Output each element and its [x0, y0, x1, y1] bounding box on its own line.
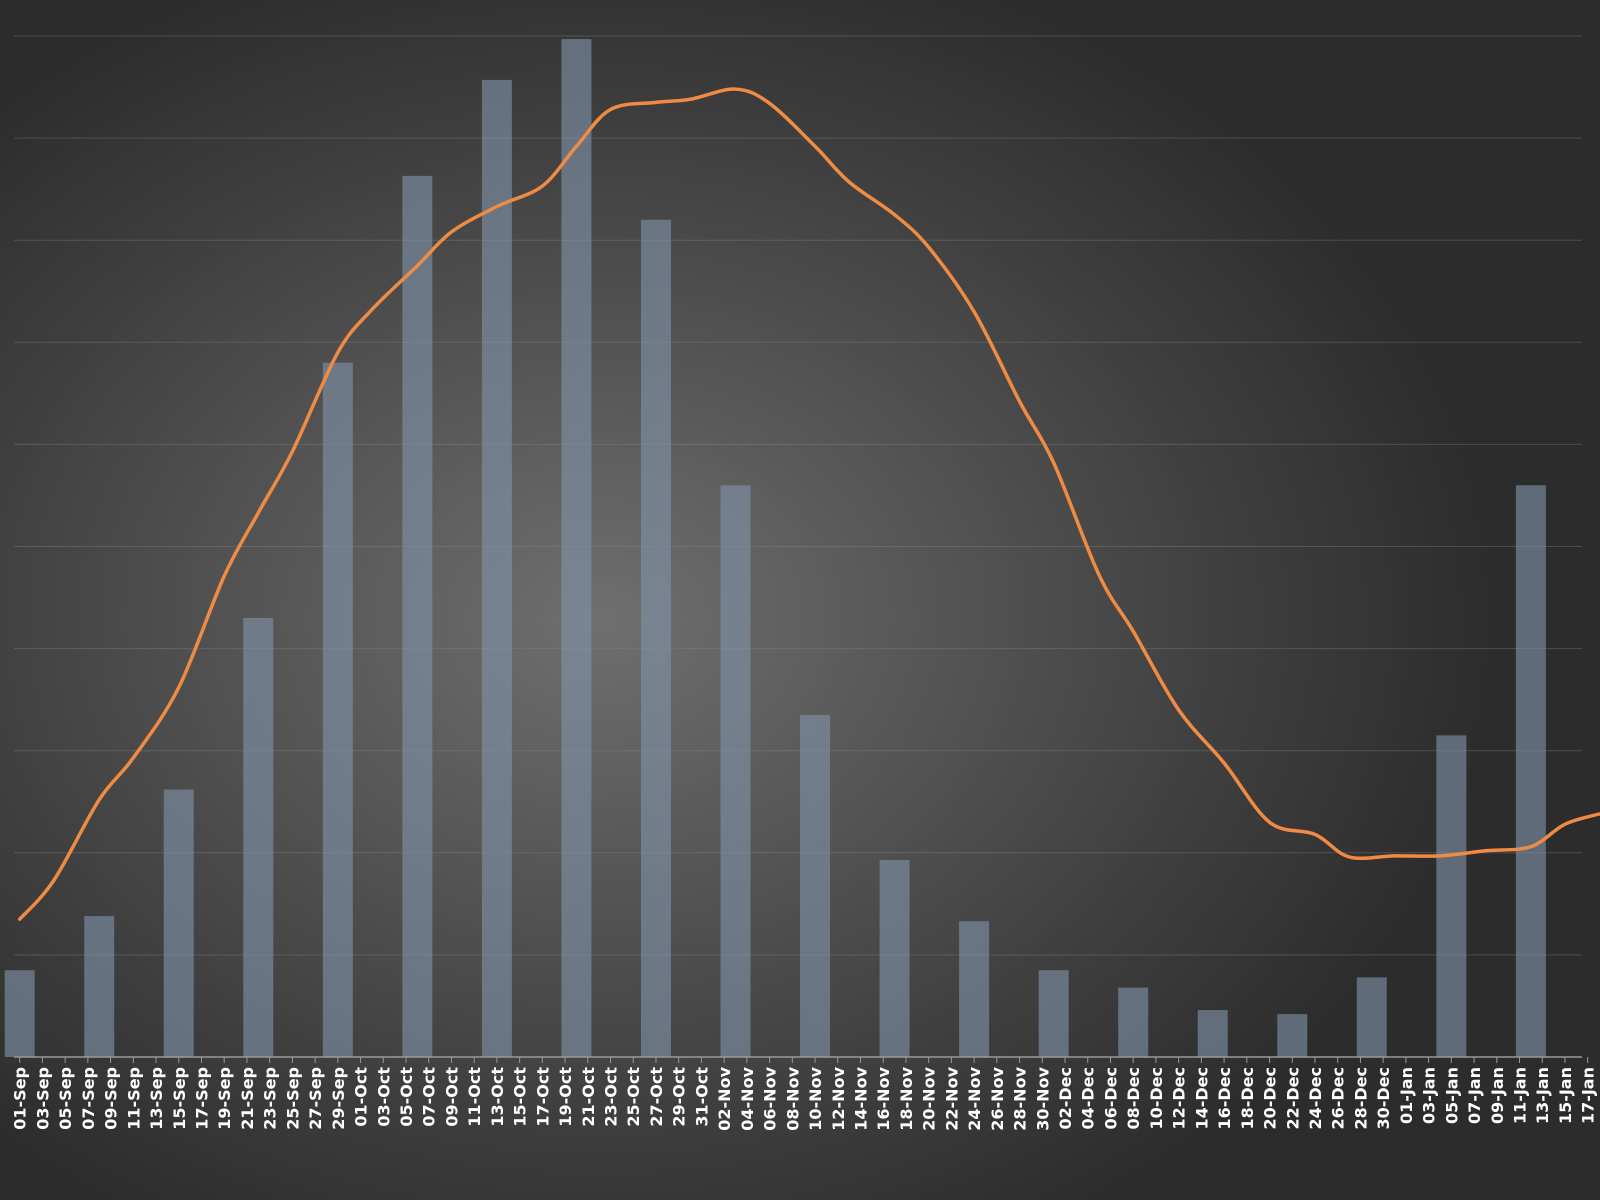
bar: [481, 79, 512, 1057]
x-tick-label: 07-Jan: [1465, 1067, 1484, 1124]
x-tick-label: 20-Nov: [920, 1066, 939, 1130]
x-tick-label: 27-Sep: [306, 1067, 325, 1130]
x-tick-label: 09-Jan: [1488, 1067, 1507, 1124]
x-tick-label: 10-Dec: [1147, 1067, 1166, 1130]
x-tick-label: 29-Sep: [329, 1067, 348, 1130]
x-tick-label: 25-Sep: [283, 1067, 302, 1130]
x-tick-label: 27-Oct: [647, 1067, 666, 1127]
x-tick-label: 03-Jan: [1420, 1067, 1439, 1124]
bar: [1277, 1014, 1308, 1057]
x-tick-label: 19-Oct: [556, 1067, 575, 1127]
x-tick-label: 30-Dec: [1374, 1067, 1393, 1130]
x-tick-label: 11-Oct: [465, 1067, 484, 1127]
x-tick-label: 03-Sep: [33, 1067, 52, 1130]
bar: [1197, 1010, 1228, 1057]
x-tick-label: 28-Nov: [1011, 1066, 1030, 1130]
x-tick-label: 25-Oct: [624, 1067, 643, 1127]
x-tick-label: 07-Sep: [79, 1067, 98, 1130]
bar: [84, 916, 115, 1057]
x-tick-label: 15-Jan: [1556, 1067, 1575, 1124]
x-tick-label: 15-Oct: [511, 1067, 530, 1127]
x-tick-label: 14-Nov: [851, 1066, 870, 1130]
x-tick-label: 26-Dec: [1329, 1067, 1348, 1130]
bar: [322, 362, 353, 1058]
x-tick-label: 04-Dec: [1079, 1067, 1098, 1130]
x-tick-label: 06-Nov: [761, 1066, 780, 1130]
x-tick-label: 16-Dec: [1215, 1067, 1234, 1130]
x-tick-label: 02-Nov: [715, 1066, 734, 1130]
x-tick-label: 02-Dec: [1056, 1067, 1075, 1130]
x-tick-label: 13-Oct: [488, 1067, 507, 1127]
x-tick-label: 24-Nov: [965, 1066, 984, 1130]
line-series-group: [17, 87, 1600, 921]
x-tick-label: 13-Jan: [1533, 1067, 1552, 1124]
x-tick-label: 18-Dec: [1238, 1067, 1257, 1130]
x-tick-label: 04-Nov: [738, 1066, 757, 1130]
x-tick-label: 22-Dec: [1283, 1067, 1302, 1130]
bar: [800, 714, 831, 1057]
x-tick-label: 09-Sep: [102, 1067, 121, 1130]
bar: [1356, 977, 1387, 1057]
x-tick-label: 01-Sep: [11, 1067, 30, 1130]
x-tick-label: 20-Dec: [1261, 1067, 1280, 1130]
bar: [879, 859, 910, 1057]
x-tick-label: 31-Oct: [692, 1067, 711, 1127]
x-tick-label: 15-Sep: [170, 1067, 189, 1130]
bar: [959, 921, 990, 1057]
x-tick-label: 24-Dec: [1306, 1067, 1325, 1130]
x-tick-label: 11-Jan: [1511, 1067, 1530, 1124]
x-tick-label: 09-Oct: [442, 1067, 461, 1127]
x-tick-label: 23-Sep: [261, 1067, 280, 1130]
x-tick-label: 21-Sep: [238, 1067, 257, 1130]
x-tick-label: 10-Nov: [806, 1066, 825, 1130]
bar: [720, 485, 751, 1057]
x-tick-label: 05-Oct: [397, 1067, 416, 1127]
line-series: [17, 87, 1600, 921]
x-tick-label: 17-Oct: [533, 1067, 552, 1127]
x-tick-label: 22-Nov: [942, 1066, 961, 1130]
bar: [1436, 735, 1467, 1057]
bar: [561, 39, 592, 1058]
bar: [640, 219, 671, 1057]
x-tick-label: 16-Nov: [874, 1066, 893, 1130]
x-tick-label: 01-Oct: [352, 1067, 371, 1127]
x-tick-label: 05-Sep: [56, 1067, 75, 1130]
bar: [243, 617, 274, 1057]
bar: [1038, 970, 1069, 1057]
x-tick-label: 03-Oct: [374, 1067, 393, 1127]
x-tick-label: 17-Jan: [1579, 1067, 1598, 1124]
x-tick-label: 12-Dec: [1170, 1067, 1189, 1130]
x-tick-label: 26-Nov: [988, 1066, 1007, 1130]
x-tick-label: 08-Nov: [783, 1066, 802, 1130]
x-tick-label: 29-Oct: [670, 1067, 689, 1127]
bar: [163, 789, 194, 1057]
x-tick-label: 07-Oct: [420, 1067, 439, 1127]
bar: [1515, 485, 1546, 1057]
x-tick-label: 19-Sep: [215, 1067, 234, 1130]
bar: [4, 970, 35, 1057]
bar-series: [4, 39, 1546, 1058]
x-tick-label: 14-Dec: [1192, 1067, 1211, 1130]
x-tick-label: 11-Sep: [124, 1067, 143, 1130]
x-tick-label: 01-Jan: [1397, 1067, 1416, 1124]
x-tick-label: 23-Oct: [602, 1067, 621, 1127]
x-tick-label: 05-Jan: [1442, 1067, 1461, 1124]
x-tick-label: 28-Dec: [1351, 1067, 1370, 1130]
x-tick-label: 21-Oct: [579, 1067, 598, 1127]
x-tick-label: 18-Nov: [897, 1066, 916, 1130]
bar: [402, 175, 433, 1057]
gridlines: [14, 35, 1582, 956]
bar: [1118, 987, 1149, 1057]
x-tick-label: 08-Dec: [1124, 1067, 1143, 1130]
x-tick-label: 17-Sep: [192, 1067, 211, 1130]
x-tick-label: 13-Sep: [147, 1067, 166, 1130]
x-tick-label: 30-Nov: [1033, 1066, 1052, 1130]
x-tick-label: 12-Nov: [829, 1066, 848, 1130]
x-axis-ticks: 01-Sep 03-Sep 05-Sep 07-Sep 09-Sep 11-Sep 13-S…: [11, 1057, 1598, 1131]
x-tick-label: 06-Dec: [1101, 1067, 1120, 1130]
